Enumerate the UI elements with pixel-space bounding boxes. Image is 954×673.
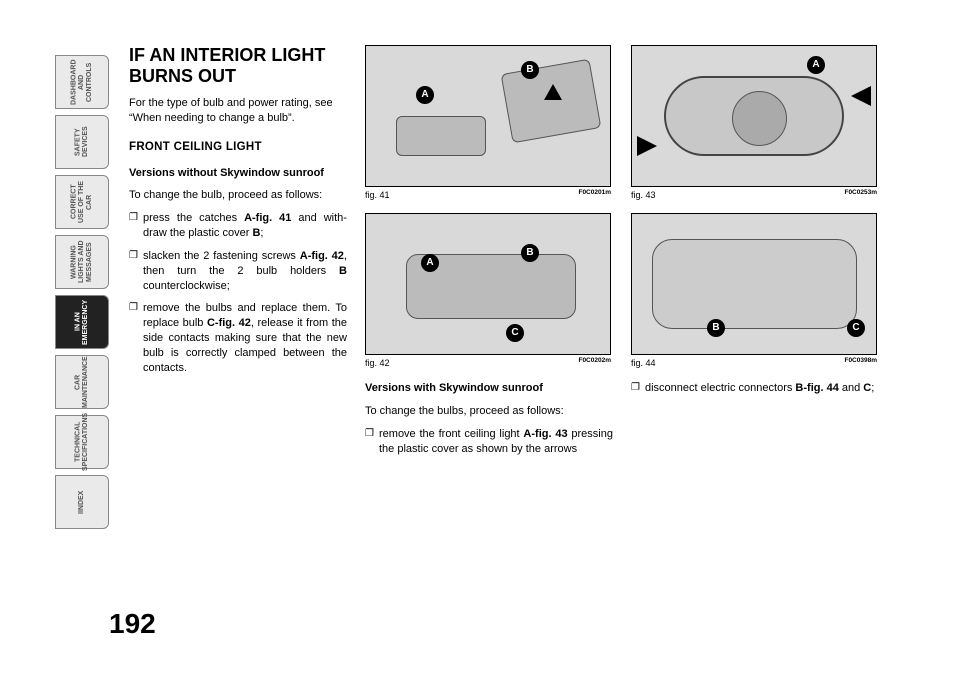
fig43-label-a: A xyxy=(807,56,825,74)
page-number: 192 xyxy=(109,608,156,640)
column-1: IF AN INTERIOR LIGHT BURNS OUT For the t… xyxy=(129,45,347,465)
figure-42: A B C xyxy=(365,213,611,355)
intro-text: For the type of bulb and power rating, s… xyxy=(129,96,347,126)
bullet-4: remove the front ceiling light A-fig. 43… xyxy=(365,427,613,457)
instruction-lead-2: To change the bulbs, proceed as follows: xyxy=(365,404,613,419)
figure-44: B C xyxy=(631,213,877,355)
figure-41: A B xyxy=(365,45,611,187)
figure-43: A xyxy=(631,45,877,187)
column-2: A B fig. 41F0C0201m A B C fig. 42F0C0202… xyxy=(365,45,613,465)
page-title: IF AN INTERIOR LIGHT BURNS OUT xyxy=(129,45,347,86)
tab-correct-use[interactable]: CORRECT USE OF THE CAR xyxy=(55,175,109,229)
tab-emergency[interactable]: IN AN EMERGENCY xyxy=(55,295,109,349)
bullet-1: press the catches A-fig. 41 and with-dra… xyxy=(129,211,347,241)
fig41-label-b: B xyxy=(521,61,539,79)
tab-safety[interactable]: SAFETY DEVICES xyxy=(55,115,109,169)
fig44-label-b: B xyxy=(707,319,725,337)
figure-43-caption: fig. 43F0C0253m xyxy=(631,189,877,201)
heading-with-sunroof: Versions with Skywindow sunroof xyxy=(365,381,613,396)
tab-specs[interactable]: TECHNICAL SPECIFICATIONS xyxy=(55,415,109,469)
section-tabs: DASHBOARD AND CONTROLS SAFETY DEVICES CO… xyxy=(55,55,109,635)
arrow-up-icon xyxy=(544,84,562,100)
tab-index[interactable]: IINDEX xyxy=(55,475,109,529)
figure-42-caption: fig. 42F0C0202m xyxy=(365,357,611,369)
arrow-left-icon xyxy=(851,86,871,106)
bullet-3: remove the bulbs and replace them. To re… xyxy=(129,301,347,375)
tab-warning-lights[interactable]: WARNING LIGHTS AND MESSAGES xyxy=(55,235,109,289)
figure-44-caption: fig. 44F0C0398m xyxy=(631,357,877,369)
fig41-label-a: A xyxy=(416,86,434,104)
figure-41-caption: fig. 41F0C0201m xyxy=(365,189,611,201)
arrow-right-icon xyxy=(637,136,657,156)
bullet-5: disconnect electric connectors B-fig. 44… xyxy=(631,381,879,396)
tab-dashboard[interactable]: DASHBOARD AND CONTROLS xyxy=(55,55,109,109)
page-content: IF AN INTERIOR LIGHT BURNS OUT For the t… xyxy=(109,45,905,635)
bullet-2: slacken the 2 fastening screws A-fig. 42… xyxy=(129,249,347,294)
fig44-label-c: C xyxy=(847,319,865,337)
tab-maintenance[interactable]: CAR MAINTENANCE xyxy=(55,355,109,409)
fig42-label-c: C xyxy=(506,324,524,342)
column-3: A fig. 43F0C0253m B C fig. 44F0C0398m di… xyxy=(631,45,879,465)
heading-without-sunroof: Versions without Skywindow sunroof xyxy=(129,166,347,181)
instruction-lead-1: To change the bulb, proceed as follows: xyxy=(129,188,347,203)
heading-front-ceiling: FRONT CEILING LIGHT xyxy=(129,140,347,156)
